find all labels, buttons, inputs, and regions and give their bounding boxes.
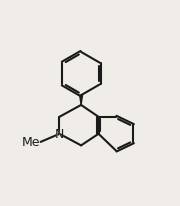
- Polygon shape: [80, 96, 82, 105]
- Text: Me: Me: [21, 136, 40, 149]
- Text: N: N: [47, 128, 72, 141]
- Text: N: N: [55, 128, 64, 141]
